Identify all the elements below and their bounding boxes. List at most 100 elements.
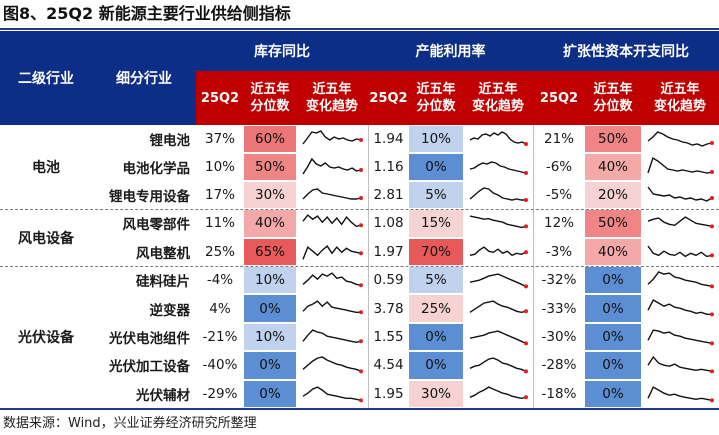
inv-percentile-cell: 0% — [244, 352, 296, 379]
cap-q-value: 1.55 — [373, 328, 404, 345]
sparkline-path — [469, 215, 527, 229]
sparkline-path — [302, 244, 362, 260]
sparkline-end-marker — [359, 250, 363, 255]
section-separator — [0, 209, 719, 210]
capex-q-value: -32% — [541, 272, 577, 289]
capex-trend-sparkline — [647, 186, 714, 202]
capex-q-value: -30% — [541, 328, 577, 345]
sparkline-path — [469, 385, 527, 399]
sparkline-path — [647, 131, 713, 147]
inv-q-value: -40% — [202, 357, 238, 374]
row-name: 光伏电池组件 — [109, 330, 190, 347]
sparkline-end-marker — [359, 310, 363, 315]
inv-trend-sparkline — [302, 157, 363, 175]
capex-q-value: -3% — [545, 243, 573, 260]
sparkline-end-marker — [359, 283, 363, 288]
inv-percentile-cell: 40% — [244, 210, 296, 237]
cap-trend-sparkline — [469, 330, 528, 346]
capex-trend-sparkline — [647, 216, 714, 229]
cap-trend-sparkline — [469, 273, 528, 289]
row-name: 风电整机 — [136, 245, 190, 262]
sparkline-path — [647, 216, 713, 227]
sparkline-end-marker — [710, 369, 714, 374]
cap-q-value: 1.16 — [373, 159, 404, 175]
capex-percentile-cell: 40% — [585, 154, 641, 180]
sparkline-path — [302, 385, 362, 401]
sparkline-path — [302, 329, 362, 343]
inv-q-value: -29% — [202, 385, 238, 402]
capex-q-value: 12% — [543, 215, 574, 232]
sparkline-end-marker — [524, 171, 528, 175]
sparkline-path — [647, 329, 713, 344]
capex-trend-sparkline — [647, 356, 714, 374]
sparkline-path — [302, 356, 362, 373]
sparkline-path — [302, 214, 362, 228]
subheader-inv-pct: 近五年 分位数 — [244, 71, 296, 125]
sparkline-path — [302, 188, 362, 200]
inv-trend-sparkline — [302, 385, 363, 402]
cap-trend-sparkline — [469, 131, 528, 146]
sparkline-end-marker — [710, 196, 714, 200]
cap-percentile-cell: 15% — [409, 210, 463, 237]
sparkline-path — [647, 186, 713, 202]
sparkline-path — [469, 131, 527, 145]
row-name: 光伏辅材 — [136, 387, 190, 404]
cap-trend-sparkline — [469, 187, 528, 202]
inv-percentile-cell: 60% — [244, 126, 296, 152]
sparkline-end-marker — [710, 397, 714, 402]
sparkline-end-marker — [710, 341, 714, 346]
header-level2: 二级行业 — [0, 31, 92, 125]
inv-trend-sparkline — [302, 300, 363, 315]
sparkline-path — [469, 187, 526, 201]
capex-percentile-cell: 40% — [585, 238, 641, 265]
sparkline-path — [302, 272, 362, 286]
inv-trend-sparkline — [302, 244, 363, 260]
section-pv: 光伏设备 — [18, 330, 74, 346]
capex-trend-sparkline — [647, 299, 714, 317]
capex-trend-sparkline — [647, 245, 714, 257]
sparkline-end-marker — [710, 170, 714, 174]
inv-q-value: 10% — [204, 159, 235, 175]
capex-q-value: -18% — [541, 385, 577, 402]
subheader-capex-q: 25Q2 — [533, 71, 585, 125]
capex-q-value: -6% — [545, 159, 573, 175]
sparkline-end-marker — [359, 397, 363, 402]
row-name: 逆变器 — [149, 302, 191, 319]
sparkline-path — [647, 271, 713, 287]
sparkline-path — [647, 245, 713, 257]
inv-trend-sparkline — [302, 356, 363, 374]
sparkline-path — [302, 300, 361, 314]
sparkline-path — [302, 157, 362, 175]
header-group-inventory: 库存同比 — [196, 31, 368, 71]
cap-percentile-cell: 0% — [409, 323, 463, 351]
cap-percentile-cell: 30% — [409, 380, 463, 407]
inv-trend-sparkline — [302, 188, 363, 200]
sparkline-path — [469, 357, 527, 373]
capex-trend-sparkline — [647, 156, 714, 174]
cap-percentile-cell: 0% — [409, 154, 463, 180]
sparkline-path — [469, 300, 527, 314]
capex-percentile-cell: 0% — [585, 295, 641, 322]
subheader-cap-q: 25Q2 — [368, 71, 409, 125]
inv-percentile-cell: 0% — [244, 380, 296, 407]
cap-trend-sparkline — [469, 215, 528, 229]
capex-percentile-cell: 0% — [585, 267, 641, 294]
inv-percentile-cell: 30% — [244, 182, 296, 208]
top-rule — [0, 28, 719, 30]
cap-trend-sparkline — [469, 245, 528, 256]
sparkline-path — [469, 330, 527, 344]
cap-trend-sparkline — [469, 161, 528, 175]
cap-percentile-cell: 25% — [409, 295, 463, 322]
cap-percentile-cell: 5% — [409, 182, 463, 208]
figure-title: 图8、25Q2 新能源主要行业供给侧指标 — [3, 4, 291, 23]
inv-trend-sparkline — [302, 272, 363, 288]
cap-q-value: 1.08 — [373, 215, 404, 232]
inv-q-value: -21% — [202, 328, 238, 345]
cap-q-value: 1.94 — [373, 131, 404, 147]
inv-trend-sparkline — [302, 214, 363, 228]
sparkline-path — [647, 156, 713, 174]
subheader-cap-pct: 近五年 分位数 — [409, 71, 463, 125]
capex-q-value: -5% — [545, 187, 573, 203]
inv-percentile-cell: 10% — [244, 267, 296, 294]
cap-q-value: 1.97 — [373, 243, 404, 260]
